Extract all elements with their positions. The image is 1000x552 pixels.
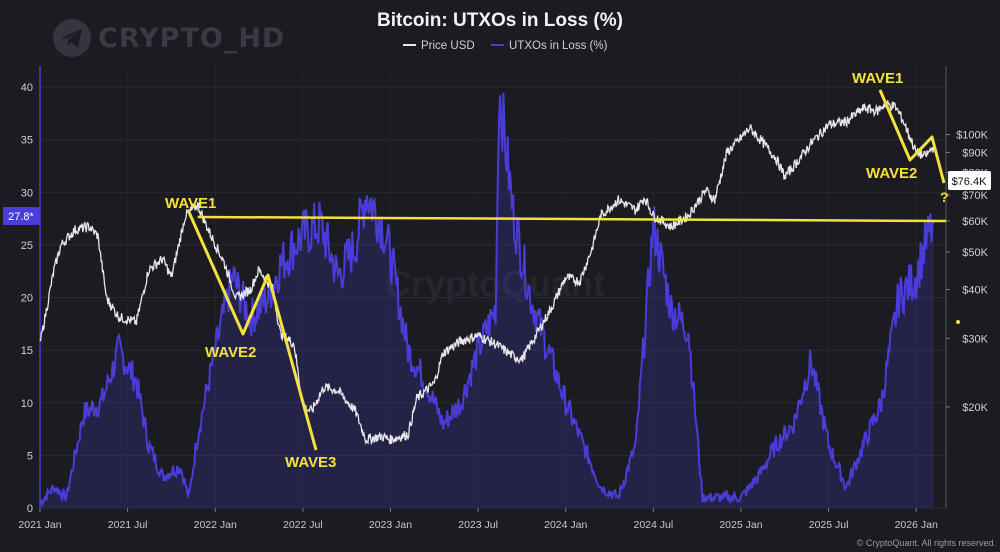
left-tick-label: 30 — [21, 187, 33, 199]
x-tick-label: 2023 Jul — [458, 519, 498, 531]
current-price-badge-label: $76.4K — [952, 176, 988, 188]
right-tick-label: $20K — [962, 402, 988, 414]
wave2-label-2021: WAVE2 — [205, 344, 256, 361]
legend: Price USD UTXOs in Loss (%) — [403, 40, 608, 52]
x-tick-label: 2025 Jul — [809, 519, 849, 531]
right-tick-label: $50K — [962, 247, 988, 259]
right-tick-label: $40K — [962, 285, 988, 297]
chart-title: Bitcoin: UTXOs in Loss (%) — [377, 10, 623, 31]
left-tick-label: 20 — [21, 293, 33, 305]
right-tick-label: $90K — [962, 147, 988, 159]
footer-credit: © CryptoQuant. All rights reserved. — [857, 538, 996, 548]
wave-annotations: WAVE1 WAVE2 WAVE3 WAVE1 WAVE2 ? — [165, 70, 960, 471]
legend-price-label: Price USD — [421, 40, 475, 52]
right-tick-label: $70K — [962, 190, 988, 202]
left-axis-ticks: 0 5 10 15 20 25 30 35 40 — [21, 82, 33, 515]
wave1-label-2025: WAVE1 — [852, 70, 903, 87]
wave3-label-2021: WAVE3 — [285, 454, 336, 471]
left-tick-label: 25 — [21, 240, 33, 252]
left-tick-label: 5 — [27, 450, 33, 462]
right-tick-label: $100K — [956, 130, 988, 142]
x-tick-label: 2024 Jan — [544, 519, 587, 531]
dot-marker — [956, 320, 960, 324]
right-tick-label: $30K — [962, 333, 988, 345]
left-tick-label: 40 — [21, 82, 33, 94]
legend-utxo-label: UTXOs in Loss (%) — [509, 40, 608, 52]
left-tick-label: 35 — [21, 135, 33, 147]
x-tick-label: 2025 Jan — [719, 519, 762, 531]
x-tick-label: 2022 Jan — [194, 519, 237, 531]
left-tick-label: 15 — [21, 345, 33, 357]
utxo-series-line — [39, 92, 935, 508]
x-tick-label: 2026 Jan — [895, 519, 938, 531]
left-tick-label: 10 — [21, 398, 33, 410]
left-tick-label: 0 — [27, 503, 33, 515]
telegram-icon — [53, 19, 91, 57]
utxo-series-area — [40, 92, 934, 508]
current-utxo-badge: 27.8* — [3, 207, 40, 225]
x-tick-label: 2022 Jul — [283, 519, 323, 531]
wave-pattern-2021 — [186, 209, 318, 451]
x-tick-label: 2024 Jul — [633, 519, 673, 531]
watermark-logo: CRYPTO_HD — [52, 18, 285, 58]
wave2-label-2025: WAVE2 — [866, 165, 917, 182]
reference-line-60k — [197, 215, 947, 223]
x-tick-label: 2021 Jul — [108, 519, 148, 531]
wave-pattern-2025 — [878, 89, 946, 184]
x-axis-ticks: 2021 Jan 2021 Jul 2022 Jan 2022 Jul 2023 Jan… — [18, 508, 938, 531]
current-utxo-badge-label: 27.8* — [8, 211, 34, 223]
x-tick-label: 2023 Jan — [369, 519, 412, 531]
right-tick-label: $60K — [962, 216, 988, 228]
current-price-badge: $76.4K — [948, 171, 991, 190]
wave1-label-2021: WAVE1 — [165, 195, 216, 212]
x-tick-label: 2021 Jan — [18, 519, 61, 531]
question-mark: ? — [940, 189, 949, 205]
watermark-brand: CRYPTO_HD — [98, 22, 286, 54]
